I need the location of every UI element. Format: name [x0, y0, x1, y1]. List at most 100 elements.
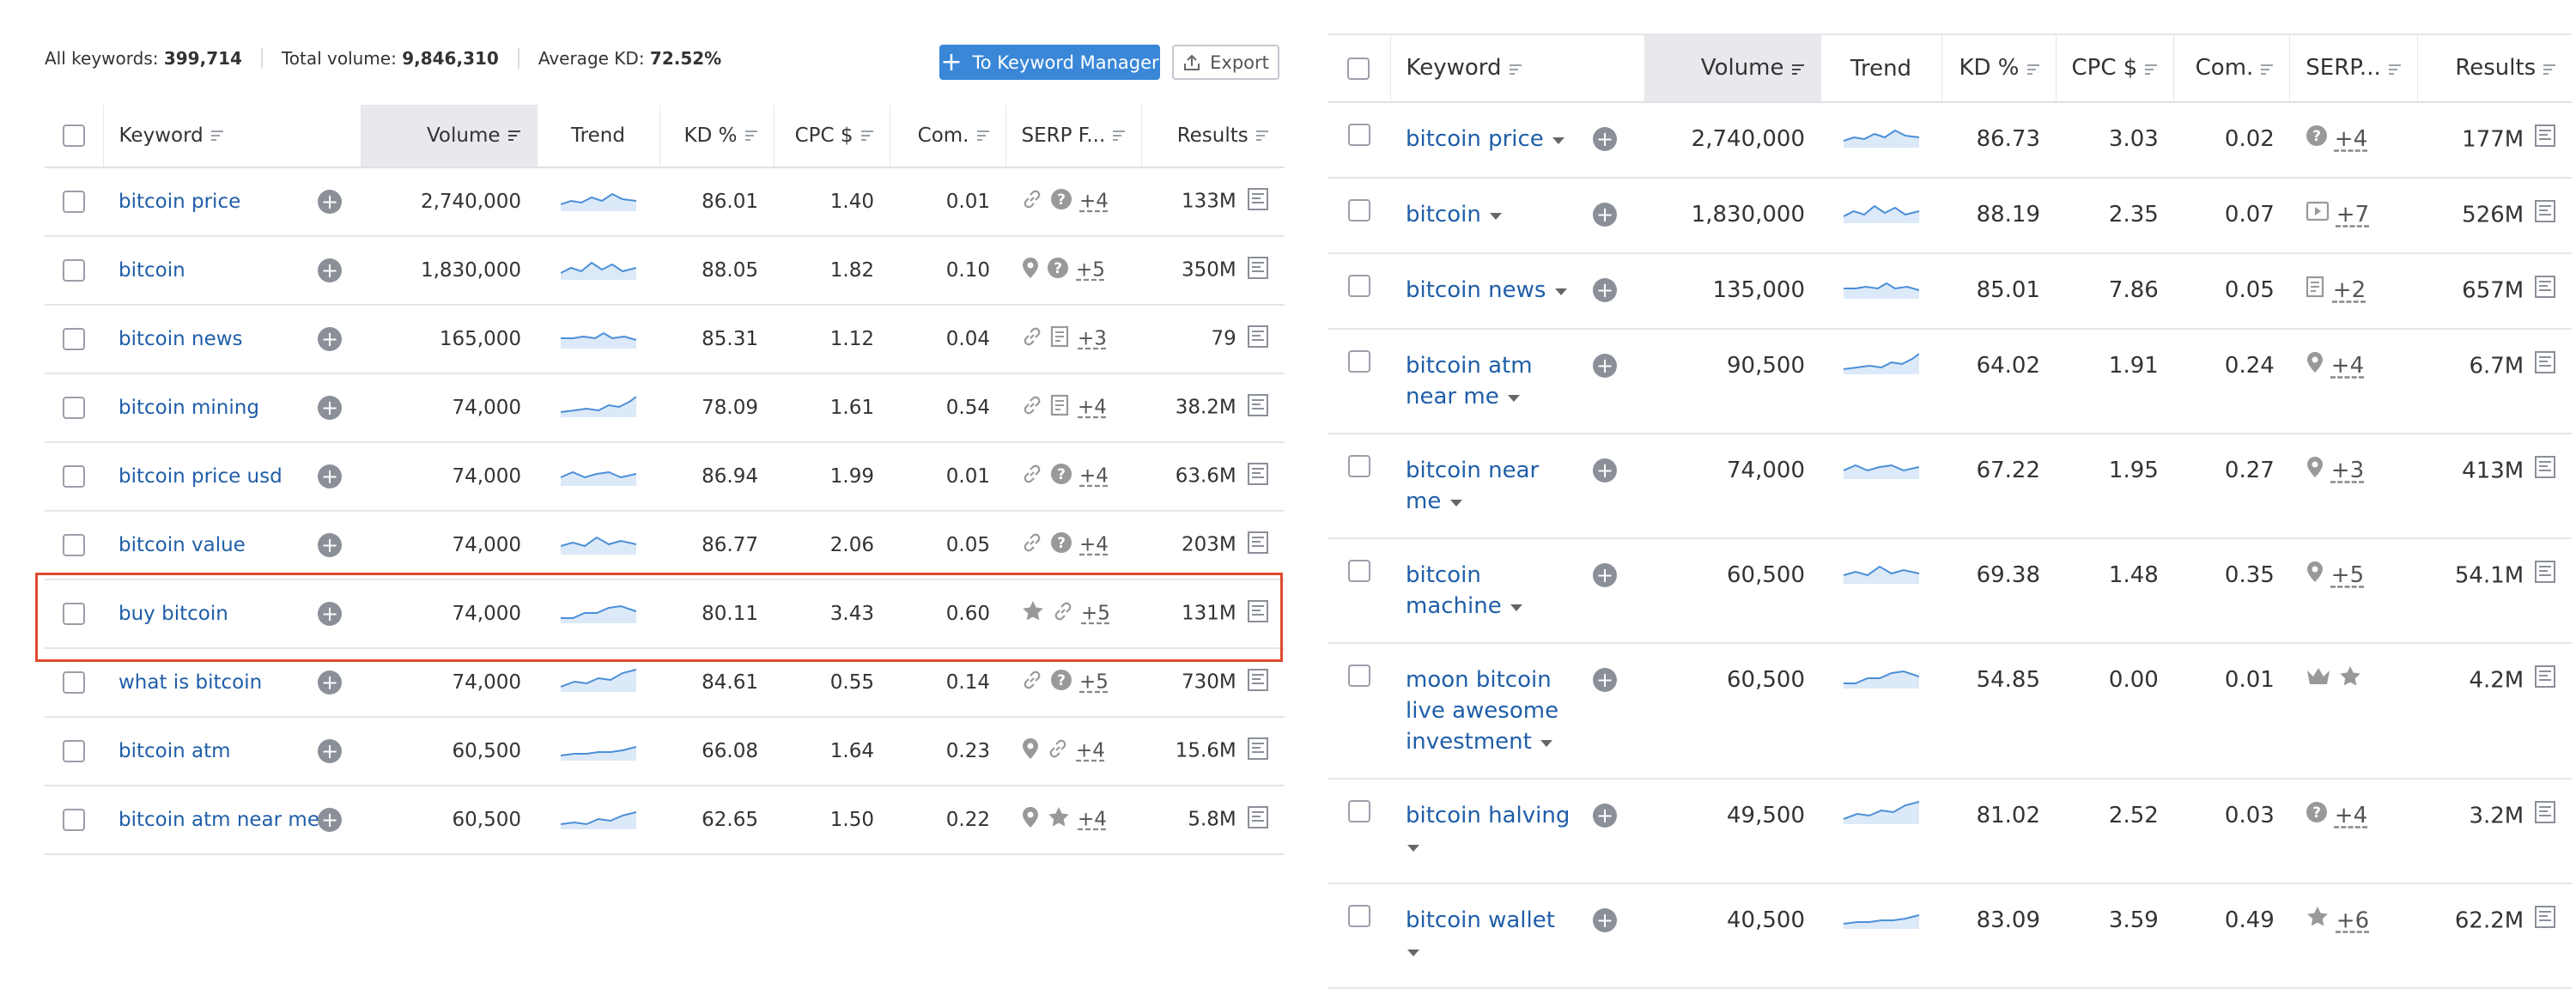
column-header[interactable]: SERP F...	[1005, 105, 1142, 168]
column-header[interactable]: Keyword	[102, 105, 361, 168]
results-icon[interactable]	[1247, 668, 1269, 697]
checkbox[interactable]	[63, 259, 85, 282]
add-button[interactable]: +	[318, 808, 342, 832]
serp-more[interactable]: +3	[2330, 458, 2365, 483]
add-button[interactable]: +	[1593, 668, 1617, 692]
column-header[interactable]: Trend	[536, 105, 659, 168]
column-header[interactable]: Com.	[2173, 34, 2290, 103]
serp-more[interactable]: +7	[2336, 202, 2370, 228]
checkbox[interactable]	[1347, 455, 1370, 477]
keyword-link[interactable]: bitcoin	[118, 259, 185, 282]
column-header[interactable]: CPC $	[2055, 34, 2174, 103]
checkbox[interactable]	[1347, 800, 1370, 822]
keyword-link[interactable]: bitcoin price	[1406, 126, 1544, 152]
dropdown-caret[interactable]	[1499, 384, 1522, 410]
keyword-link[interactable]: bitcoin price usd	[118, 465, 283, 488]
serp-more[interactable]: +4	[1079, 533, 1109, 556]
results-icon[interactable]	[2534, 905, 2556, 937]
checkbox[interactable]	[1347, 275, 1370, 297]
dropdown-caret[interactable]	[1544, 126, 1566, 152]
checkbox[interactable]	[1347, 350, 1370, 373]
results-icon[interactable]	[1247, 599, 1269, 628]
serp-more[interactable]: +5	[1076, 258, 1105, 282]
column-header[interactable]: CPC $	[773, 105, 890, 168]
dropdown-caret[interactable]	[1502, 593, 1524, 619]
checkbox[interactable]	[1347, 199, 1370, 221]
column-header[interactable]: Trend	[1820, 34, 1941, 103]
add-button[interactable]: +	[318, 670, 342, 695]
results-icon[interactable]	[1247, 256, 1269, 285]
column-header[interactable]: Results	[2416, 34, 2573, 103]
keyword-link[interactable]: bitcoin news	[1406, 277, 1546, 303]
keyword-link[interactable]: bitcoin news	[118, 328, 243, 350]
keyword-link[interactable]: bitcoin halving	[1406, 803, 1571, 828]
add-button[interactable]: +	[318, 190, 342, 214]
results-icon[interactable]	[1247, 805, 1269, 834]
checkbox[interactable]	[63, 328, 85, 350]
checkbox[interactable]	[63, 603, 85, 625]
keyword-link[interactable]: bitcoin near me	[1406, 458, 1540, 514]
results-icon[interactable]	[1247, 393, 1269, 422]
serp-more[interactable]: +5	[1081, 602, 1110, 625]
checkbox[interactable]	[63, 465, 85, 488]
serp-more[interactable]: +4	[1079, 464, 1109, 488]
checkbox[interactable]	[1347, 664, 1370, 687]
serp-more[interactable]: +4	[1078, 396, 1107, 419]
column-header[interactable]: Results	[1141, 105, 1285, 168]
export-button[interactable]: Export	[1172, 45, 1279, 80]
column-header[interactable]: Volume	[1643, 34, 1820, 103]
add-button[interactable]: +	[1593, 804, 1617, 828]
serp-more[interactable]: +4	[1079, 190, 1109, 213]
serp-more[interactable]: +4	[2334, 126, 2368, 152]
results-icon[interactable]	[1247, 187, 1269, 216]
keyword-link[interactable]: bitcoin atm	[118, 740, 231, 762]
add-button[interactable]: +	[318, 327, 342, 351]
results-icon[interactable]	[1247, 462, 1269, 491]
column-header[interactable]: Keyword	[1389, 34, 1644, 103]
column-header[interactable]: KD %	[659, 105, 774, 168]
add-button[interactable]: +	[1593, 278, 1617, 302]
keyword-link[interactable]: bitcoin price	[118, 191, 241, 213]
keyword-link[interactable]: bitcoin atm near me	[1406, 353, 1533, 410]
results-icon[interactable]	[2534, 800, 2556, 833]
results-icon[interactable]	[2534, 664, 2556, 697]
add-button[interactable]: +	[1593, 127, 1617, 151]
column-header[interactable]: SERP...	[2289, 34, 2418, 103]
checkbox[interactable]	[63, 397, 85, 419]
serp-more[interactable]: +5	[2330, 562, 2365, 588]
keyword-link[interactable]: buy bitcoin	[118, 603, 228, 625]
keyword-link[interactable]: what is bitcoin	[118, 671, 263, 694]
add-button[interactable]: +	[318, 602, 342, 626]
serp-more[interactable]: +6	[2336, 907, 2370, 934]
dropdown-caret[interactable]	[1546, 277, 1568, 303]
add-button[interactable]: +	[1593, 458, 1617, 482]
keyword-link[interactable]: bitcoin	[1406, 202, 1481, 228]
results-icon[interactable]	[2534, 455, 2556, 488]
results-icon[interactable]	[2534, 199, 2556, 232]
add-button[interactable]: +	[1593, 563, 1617, 587]
add-button[interactable]: +	[318, 258, 342, 282]
column-header[interactable]: Com.	[889, 105, 1005, 168]
column-header[interactable]: Volume	[360, 105, 537, 168]
checkbox[interactable]	[63, 534, 85, 556]
checkbox[interactable]	[1347, 57, 1370, 80]
dropdown-caret[interactable]	[1406, 834, 1421, 859]
serp-more[interactable]: +4	[1078, 808, 1107, 831]
checkbox[interactable]	[63, 809, 85, 831]
results-icon[interactable]	[2534, 124, 2556, 156]
add-button[interactable]: +	[1593, 354, 1617, 378]
serp-more[interactable]: +4	[2330, 353, 2365, 379]
add-button[interactable]: +	[318, 739, 342, 763]
add-button[interactable]: +	[1593, 908, 1617, 932]
keyword-link[interactable]: bitcoin mining	[118, 397, 259, 419]
add-button[interactable]: +	[318, 533, 342, 557]
serp-more[interactable]: +2	[2332, 277, 2366, 303]
results-icon[interactable]	[2534, 350, 2556, 383]
serp-more[interactable]: +4	[1076, 739, 1105, 762]
keyword-link[interactable]: moon bitcoin live awesome investment	[1406, 667, 1559, 755]
keyword-link[interactable]: bitcoin machine	[1406, 562, 1502, 619]
dropdown-caret[interactable]	[1532, 729, 1554, 755]
checkbox[interactable]	[1347, 124, 1370, 146]
serp-more[interactable]: +4	[2334, 803, 2368, 828]
serp-more[interactable]: +3	[1078, 327, 1107, 350]
